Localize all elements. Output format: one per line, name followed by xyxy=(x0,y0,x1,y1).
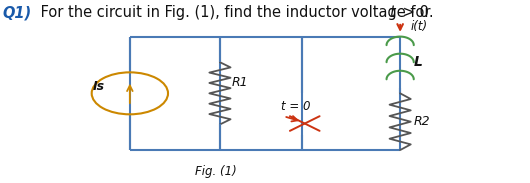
Text: t: t xyxy=(390,5,395,20)
Text: Is: Is xyxy=(92,79,104,93)
Text: Fig. (1): Fig. (1) xyxy=(195,165,237,178)
Text: For the circuit in Fig. (1), find the inductor voltage for: For the circuit in Fig. (1), find the in… xyxy=(36,5,435,20)
Text: i(t): i(t) xyxy=(411,20,428,33)
Text: Q1): Q1) xyxy=(3,5,32,20)
Text: > 0.: > 0. xyxy=(398,5,434,20)
Text: L: L xyxy=(413,55,422,69)
Text: R1: R1 xyxy=(232,76,248,89)
Text: R2: R2 xyxy=(413,115,430,128)
Text: t = 0: t = 0 xyxy=(281,100,311,113)
